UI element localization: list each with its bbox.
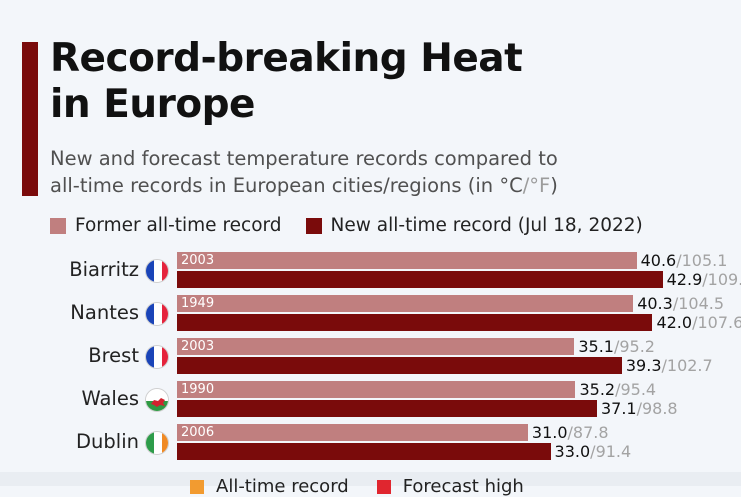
- value-celsius: 40.3: [637, 294, 673, 313]
- new-value-label-nantes: 42.0/107.6: [656, 313, 741, 332]
- france-flag-icon: [145, 259, 169, 283]
- bottom-legend-label-forecast: Forecast high: [402, 476, 524, 497]
- value-fahrenheit: /95.2: [613, 337, 655, 356]
- value-fahrenheit: /107.6: [692, 313, 741, 332]
- new-record-bar-biarritz: [177, 271, 663, 288]
- record-year-label-dublin: 2006: [181, 425, 215, 440]
- former-record-bar-dublin: [177, 424, 528, 441]
- new-record-bar-wales: [177, 400, 597, 417]
- value-celsius: 35.2: [579, 380, 616, 399]
- value-celsius: 37.1: [600, 399, 637, 418]
- chart-subtitle: New and forecast temperature records com…: [50, 145, 690, 199]
- value-celsius: 40.6: [640, 251, 677, 270]
- legend-label-new: New all-time record (Jul 18, 2022): [330, 215, 643, 236]
- bottom-legend-swatch-forecast: [376, 479, 391, 494]
- former-record-bar-wales: [177, 381, 576, 398]
- value-celsius: 42.9: [666, 270, 703, 289]
- record-year-label-biarritz: 2003: [181, 253, 215, 268]
- value-fahrenheit: /105.1: [676, 251, 728, 270]
- value-fahrenheit: /95.4: [615, 380, 657, 399]
- legend-item-new: New all-time record (Jul 18, 2022): [305, 215, 643, 236]
- value-fahrenheit: /98.8: [636, 399, 678, 418]
- subtitle-line-1: New and forecast temperature records com…: [50, 147, 558, 170]
- city-label-dublin: Dublin: [76, 430, 139, 453]
- bottom-legend: All-time record Forecast high: [190, 476, 552, 497]
- subtitle-line-2: all-time records in European cities/regi…: [50, 174, 523, 197]
- city-label-biarritz: Biarritz: [69, 258, 139, 281]
- new-value-label-wales: 37.1/98.8: [601, 399, 678, 418]
- value-fahrenheit: /87.8: [567, 423, 609, 442]
- record-year-label-nantes: 1949: [181, 296, 215, 311]
- wales-flag-icon: [145, 388, 169, 412]
- value-celsius: 33.0: [554, 442, 591, 461]
- former-record-bar-biarritz: [177, 252, 637, 269]
- bottom-legend-swatch-all-time: [190, 479, 204, 494]
- bottom-legend-item-all-time: All-time record: [190, 476, 349, 497]
- title-line-2: in Europe: [50, 82, 256, 127]
- value-fahrenheit: /109.2: [702, 270, 741, 289]
- ireland-flag-icon: [145, 431, 169, 455]
- former-value-label-wales: 35.2/95.4: [579, 380, 656, 399]
- new-record-bar-nantes: [177, 314, 653, 331]
- france-flag-icon: [145, 302, 169, 326]
- value-fahrenheit: /91.4: [590, 442, 632, 461]
- value-fahrenheit: /102.7: [661, 356, 713, 375]
- subtitle-unit-separator: /°F: [522, 174, 551, 197]
- new-record-bar-dublin: [177, 443, 551, 460]
- new-value-label-dublin: 33.0/91.4: [555, 442, 632, 461]
- city-label-brest: Brest: [88, 344, 139, 367]
- value-fahrenheit: /104.5: [672, 294, 725, 313]
- value-celsius: 31.0: [531, 423, 568, 442]
- chart-title: Record-breaking Heat in Europe: [50, 36, 650, 128]
- legend-swatch-new: [305, 217, 322, 234]
- former-record-bar-nantes: [177, 295, 634, 312]
- legend-item-former: Former all-time record: [50, 215, 282, 236]
- former-value-label-nantes: 40.3/104.5: [637, 294, 724, 313]
- value-celsius: 42.0: [656, 313, 693, 332]
- former-value-label-biarritz: 40.6/105.1: [641, 251, 728, 270]
- city-label-nantes: Nantes: [70, 301, 139, 324]
- title-line-1: Record-breaking Heat: [50, 36, 523, 81]
- bottom-legend-strip: [0, 472, 741, 486]
- record-year-label-wales: 1990: [181, 382, 215, 397]
- new-value-label-biarritz: 42.9/109.2: [667, 270, 741, 289]
- subtitle-close-paren: ): [550, 174, 558, 197]
- city-label-wales: Wales: [81, 387, 139, 410]
- record-year-label-brest: 2003: [181, 339, 215, 354]
- value-celsius: 35.1: [578, 337, 614, 356]
- former-record-bar-brest: [177, 338, 575, 355]
- france-flag-icon: [145, 345, 169, 369]
- former-value-label-dublin: 31.0/87.8: [532, 423, 609, 442]
- bottom-legend-label-all-time: All-time record: [216, 476, 349, 497]
- bottom-legend-item-forecast: Forecast high: [376, 476, 524, 497]
- legend: Former all-time record New all-time reco…: [50, 215, 667, 236]
- new-value-label-brest: 39.3/102.7: [626, 356, 713, 375]
- value-celsius: 39.3: [625, 356, 662, 375]
- former-value-label-brest: 35.1/95.2: [578, 337, 655, 356]
- new-record-bar-brest: [177, 357, 622, 374]
- title-accent-bar: [22, 42, 38, 196]
- legend-swatch-former: [50, 217, 66, 234]
- legend-label-former: Former all-time record: [75, 215, 282, 236]
